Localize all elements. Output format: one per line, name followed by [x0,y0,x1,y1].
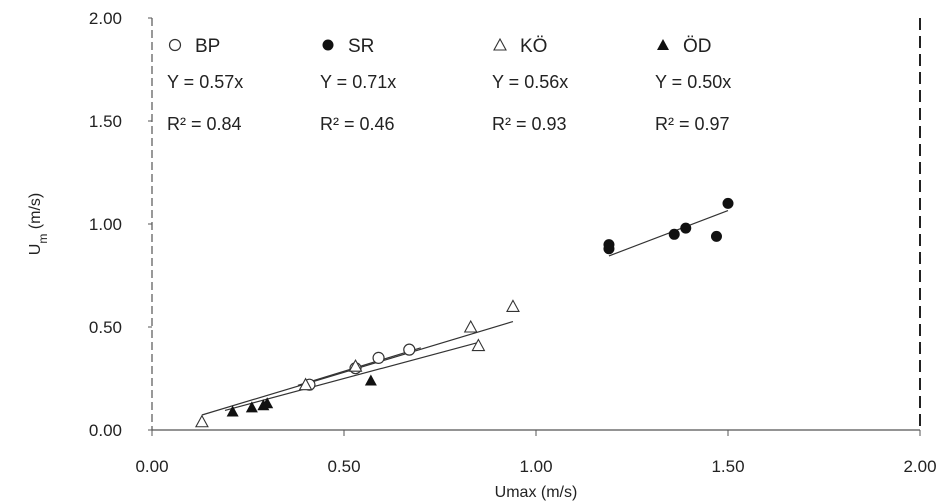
data-point-bp [403,343,416,356]
data-point-kö [348,358,363,372]
y-axis-title: Um (m/s) [27,193,50,255]
x-axis-ticks: 0.00 0.50 1.00 1.50 2.00 [135,430,937,476]
legend-equation-bp: Y = 0.57x [167,72,243,92]
legend-label-kö: KÖ [520,36,547,57]
y-tick-label: 2.00 [89,9,122,28]
legend-r2-öd: R² = 0.97 [655,114,730,134]
data-point-kö [463,319,478,333]
legend-r2-sr: R² = 0.46 [320,114,395,134]
legend: BP Y = 0.57x R² = 0.84 SR Y = 0.71x R² = 0.46… [167,36,731,134]
data-point-öd [245,401,258,413]
data-point-sr [680,222,692,234]
trend-line-sr [608,210,729,257]
y-axis-title-sub: m [36,234,50,244]
data-point-kö [194,414,209,428]
data-point-kö [506,299,520,312]
legend-label-bp: BP [195,36,220,57]
x-tick-label: 2.00 [903,457,936,476]
legend-equation-sr: Y = 0.71x [320,72,396,92]
data-point-kö [298,377,313,391]
y-tick-label: 1.50 [89,112,122,131]
legend-label-öd: ÖD [683,36,712,57]
y-tick-label: 1.00 [89,215,122,234]
data-point-sr [722,197,734,209]
x-tick-label: 1.50 [711,457,744,476]
legend-label-sr: SR [348,36,374,57]
data-point-sr [710,230,722,242]
x-tick-label: 0.50 [327,457,360,476]
data-point-sr [603,243,615,255]
legend-marker-bp [168,38,182,52]
legend-marker-öd [657,39,669,50]
x-tick-label: 0.00 [135,457,168,476]
trend-lines [201,210,729,416]
y-axis-title-main: U [27,244,44,256]
legend-equation-kö: Y = 0.56x [492,72,568,92]
data-point-bp [372,351,385,364]
y-tick-label: 0.50 [89,318,122,337]
data-points [194,197,734,428]
y-axis-ticks: 0.00 0.50 1.00 1.50 2.00 [89,9,152,440]
y-axis-title-unit: (m/s) [27,193,44,234]
legend-r2-bp: R² = 0.84 [167,114,242,134]
x-axis-title: Umax (m/s) [495,484,578,501]
legend-r2-kö: R² = 0.93 [492,114,567,134]
data-point-sr [668,228,680,240]
legend-marker-sr [322,39,334,51]
legend-marker-kö [493,37,507,51]
data-point-kö [471,338,486,352]
data-point-öd [364,374,377,386]
legend-equation-öd: Y = 0.50x [655,72,731,92]
x-tick-label: 1.00 [519,457,552,476]
data-point-öd [226,405,239,417]
data-point-öd [261,397,274,409]
y-tick-label: 0.00 [89,421,122,440]
